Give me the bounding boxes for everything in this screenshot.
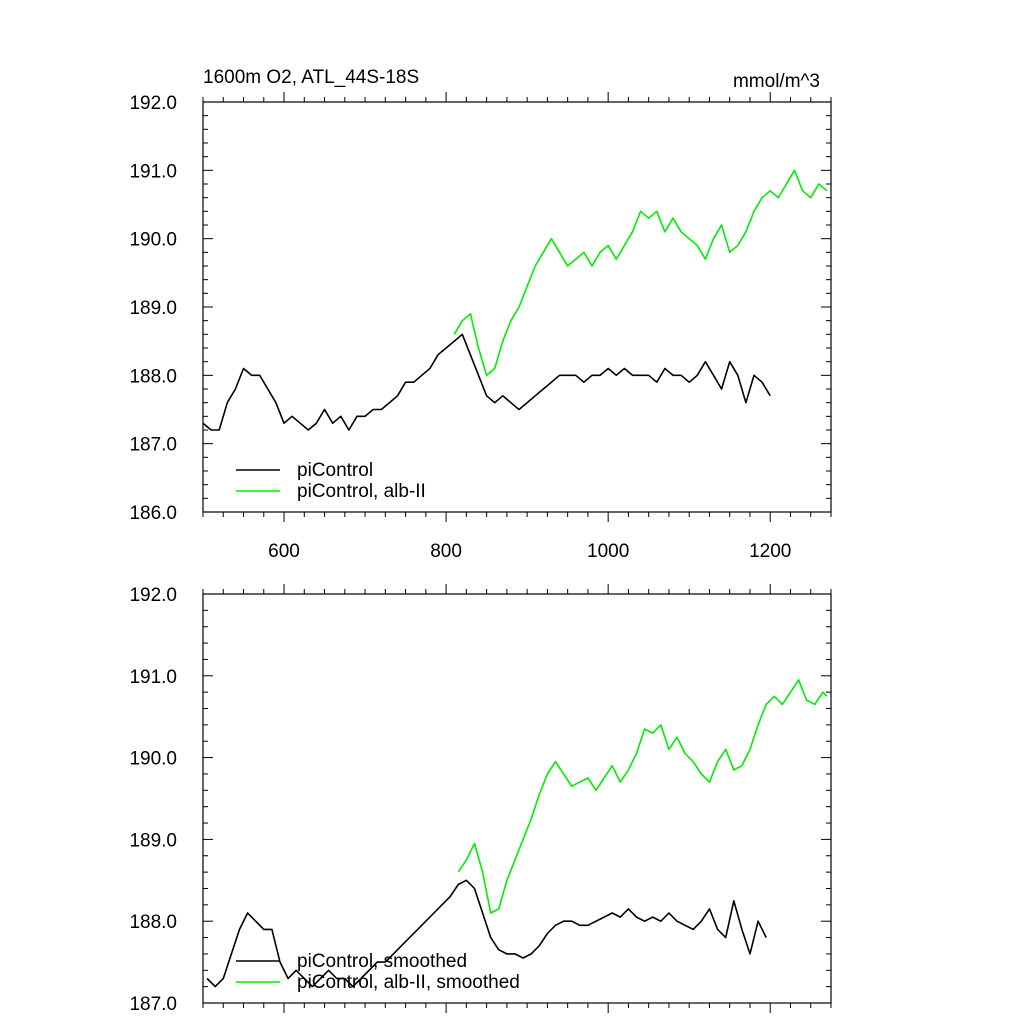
y-tick-label: 191.0 bbox=[129, 161, 177, 182]
chart-title: 1600m O2, ATL_44S-18S bbox=[203, 67, 419, 88]
legend-label: piControl, alb-II bbox=[297, 481, 426, 502]
panel-bottom: 187.0 188.0 189.0 190.0 191.0 192.0 piControl,… bbox=[129, 584, 832, 1015]
x-tick-label: 1000 bbox=[587, 541, 629, 562]
series-line-alb-ii bbox=[453, 169, 828, 377]
y-tick-label: 189.0 bbox=[129, 298, 177, 319]
y-tick-label: 186.0 bbox=[129, 503, 177, 524]
series-line-picontrol bbox=[202, 333, 771, 431]
y-tick-label: 189.0 bbox=[129, 830, 177, 851]
y-tick-label: 191.0 bbox=[129, 667, 177, 688]
y-tick-label: 192.0 bbox=[129, 93, 177, 114]
series-line-alb-ii bbox=[457, 679, 828, 914]
x-tick-label: 800 bbox=[430, 541, 462, 562]
legend-label: piControl, smoothed bbox=[297, 951, 467, 972]
y-tick-label: 190.0 bbox=[129, 230, 177, 251]
y-tick-label: 190.0 bbox=[129, 749, 177, 770]
legend-label: piControl bbox=[297, 460, 373, 481]
y-tick-label: 187.0 bbox=[129, 994, 177, 1015]
x-tick-label: 600 bbox=[268, 541, 300, 562]
x-tick-label: 1200 bbox=[749, 541, 791, 562]
legend-label: piControl, alb-II, smoothed bbox=[297, 972, 520, 993]
panel-top: 186.0 187.0 188.0 189.0 190.0 191.0 192.0 600 80… bbox=[129, 92, 832, 562]
y-tick-label: 188.0 bbox=[129, 366, 177, 387]
plot-frame bbox=[202, 593, 832, 1004]
series-line-picontrol bbox=[206, 879, 767, 988]
y-tick-label: 192.0 bbox=[129, 585, 177, 606]
y-tick-label: 187.0 bbox=[129, 435, 177, 456]
units-label: mmol/m^3 bbox=[733, 71, 820, 92]
y-tick-label: 188.0 bbox=[129, 912, 177, 933]
